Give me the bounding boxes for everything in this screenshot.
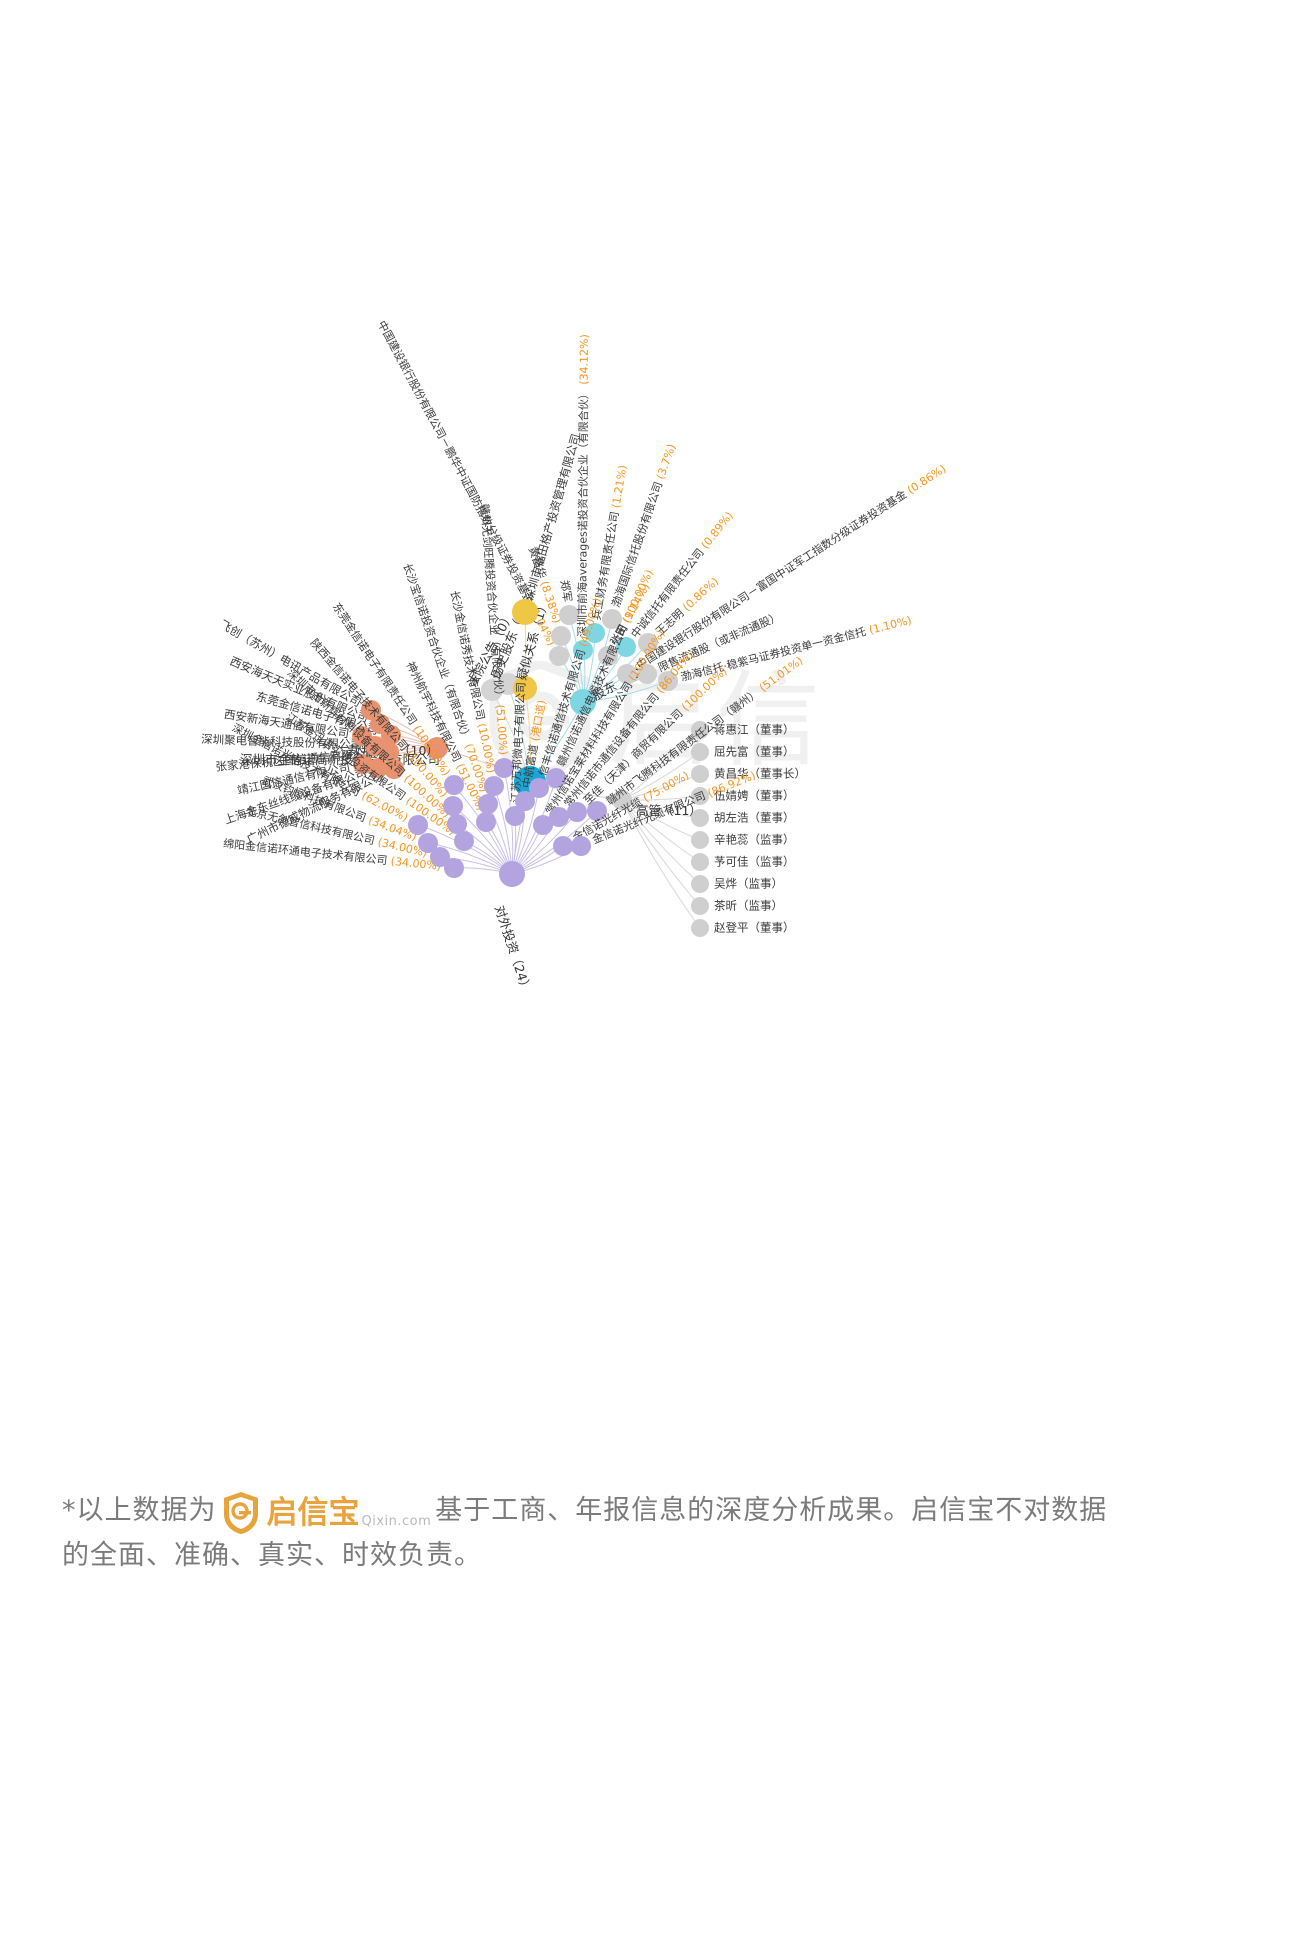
node-label-text: 芧可佳（监事） <box>714 854 795 869</box>
shareholder-node-2[interactable] <box>559 605 580 626</box>
executive-label-8[interactable]: 茶昕（监事） <box>714 898 783 913</box>
shareholder-node-0[interactable] <box>548 646 569 667</box>
shareholder-label-2[interactable]: 郑军 <box>558 579 574 604</box>
node-label-text: 深圳市前海averages诺投资合伙企业（有限合伙） <box>576 388 591 638</box>
shareholder-node-5[interactable] <box>602 608 623 629</box>
group-node-lawsuit[interactable] <box>426 737 448 759</box>
investment-node-8[interactable] <box>476 811 497 832</box>
executive-label-9[interactable]: 赵登平（董事） <box>714 920 795 935</box>
investment-node-6[interactable] <box>443 795 464 816</box>
investment-node-7[interactable] <box>443 775 464 796</box>
executive-label-2[interactable]: 黄昌华（董事长） <box>714 766 806 781</box>
shareholder-node-8[interactable] <box>638 632 659 653</box>
shareholder-node-3[interactable] <box>573 640 594 660</box>
brand-domain: Qixin.com <box>361 1514 432 1530</box>
lawsuit-node-0[interactable] <box>383 759 404 780</box>
executive-label-3[interactable]: 伍婧娉（董事） <box>714 788 795 803</box>
lawsuit-node-8[interactable] <box>361 700 382 720</box>
investment-node-2[interactable] <box>417 832 438 853</box>
lawsuit-node-5[interactable] <box>351 726 372 747</box>
node-label-text: 胡左浩（董事） <box>714 810 795 825</box>
executive-label-6[interactable]: 芧可佳（监事） <box>714 854 795 869</box>
investment-node-16[interactable] <box>532 814 553 835</box>
executive-node-5[interactable] <box>691 831 709 849</box>
group-node-invest[interactable] <box>499 861 525 887</box>
graph-edge <box>621 729 701 801</box>
shareholder-node-4[interactable] <box>584 623 605 644</box>
qixin-brand-logo: 启信宝 Qixin.com <box>221 1490 432 1536</box>
shareholder-node-6[interactable] <box>597 646 618 667</box>
node-label-text: 辛艳蕊（监事） <box>714 832 795 847</box>
executive-node-1[interactable] <box>691 743 709 761</box>
node-label-text: 茶昕（监事） <box>714 898 783 913</box>
node-label-text: 黄昌华（董事长） <box>714 766 806 781</box>
shareholder-node-9[interactable] <box>616 663 637 684</box>
investment-node-13[interactable] <box>514 791 535 812</box>
investment-node-3[interactable] <box>408 814 429 835</box>
executive-node-4[interactable] <box>691 809 709 827</box>
investment-node-4[interactable] <box>454 830 475 851</box>
footer-disclaimer: *以上数据为 启信宝 Qixin.com 基于工商、年报信息的深度分析成果。启信… <box>0 1440 1312 1935</box>
investment-node-9[interactable] <box>478 793 499 814</box>
node-label-text: 伍婧娉（董事） <box>714 788 795 803</box>
shield-icon <box>223 1492 258 1534</box>
executive-node-9[interactable] <box>691 919 709 937</box>
executive-label-4[interactable]: 胡左浩（董事） <box>714 810 795 825</box>
executive-node-0[interactable] <box>691 721 709 739</box>
shareholder-node-10[interactable] <box>637 664 658 685</box>
executive-node-6[interactable] <box>691 853 709 871</box>
node-label-text: 屈先富（董事） <box>714 744 795 759</box>
lawsuit-node-2[interactable] <box>352 753 373 774</box>
footer-text-post: 基于工商、年报信息的深度分析成果。启信宝不对数据 <box>435 1495 1108 1527</box>
node-label-text: 赵登平（董事） <box>714 920 795 935</box>
group-label-executive[interactable]: 高管（11） <box>636 803 702 818</box>
executive-node-8[interactable] <box>691 897 709 915</box>
executive-node-3[interactable] <box>691 787 709 805</box>
investment-node-5[interactable] <box>447 814 468 835</box>
group-node-similar[interactable] <box>513 676 537 700</box>
investment-node-20[interactable] <box>552 835 573 856</box>
footer-text-pre: *以上数据为 <box>62 1495 217 1527</box>
executive-label-7[interactable]: 吴烨（监事） <box>714 876 783 891</box>
graph-edge <box>621 799 701 885</box>
investment-node-10[interactable] <box>483 775 504 796</box>
node-label-text: 蒋惠江（董事） <box>714 722 795 737</box>
shareholder-node-1[interactable] <box>550 625 571 646</box>
executive-label-1[interactable]: 屈先富（董事） <box>714 744 795 759</box>
investment-node-18[interactable] <box>567 801 588 822</box>
investment-node-0[interactable] <box>444 857 465 878</box>
investment-node-19[interactable] <box>587 800 608 821</box>
graph-edges <box>361 611 701 929</box>
footer-text-line2: 的全面、准确、真实、时效负责。 <box>62 1540 482 1571</box>
executive-label-5[interactable]: 辛艳蕊（监事） <box>714 832 795 847</box>
similar-relation-node[interactable] <box>512 599 538 625</box>
shareholder-node-7[interactable] <box>616 636 637 657</box>
executive-node-7[interactable] <box>691 875 709 893</box>
node-label-text: 吴烨（监事） <box>714 876 783 891</box>
investment-node-1[interactable] <box>429 847 450 868</box>
executive-label-0[interactable]: 蒋惠江（董事） <box>714 722 795 737</box>
investment-node-21[interactable] <box>570 836 591 857</box>
graph-edge <box>621 799 701 929</box>
graph-canvas: 深圳市金信诺高新技术股份有限公司股东（12）高管（11）裁判文书（10）对外投资… <box>201 318 948 994</box>
investment-node-11[interactable] <box>493 758 514 779</box>
graph-edge <box>621 799 701 907</box>
ownership-percent: (34.12%) <box>577 334 592 389</box>
brand-name: 启信宝 <box>266 1494 360 1531</box>
investment-node-17[interactable] <box>548 806 569 827</box>
group-node-shareholder[interactable] <box>570 689 596 715</box>
shareholder-label-3[interactable]: 深圳市前海averages诺投资合伙企业（有限合伙） (34.12%) <box>576 334 592 638</box>
executive-node-2[interactable] <box>691 765 709 783</box>
group-node-executive[interactable] <box>612 790 632 810</box>
lawsuit-node-1[interactable] <box>368 758 389 779</box>
investment-node-12[interactable] <box>504 806 525 827</box>
shareholder-node-11[interactable] <box>658 670 679 691</box>
investment-node-14[interactable] <box>528 778 549 799</box>
investment-node-15[interactable] <box>546 767 567 788</box>
